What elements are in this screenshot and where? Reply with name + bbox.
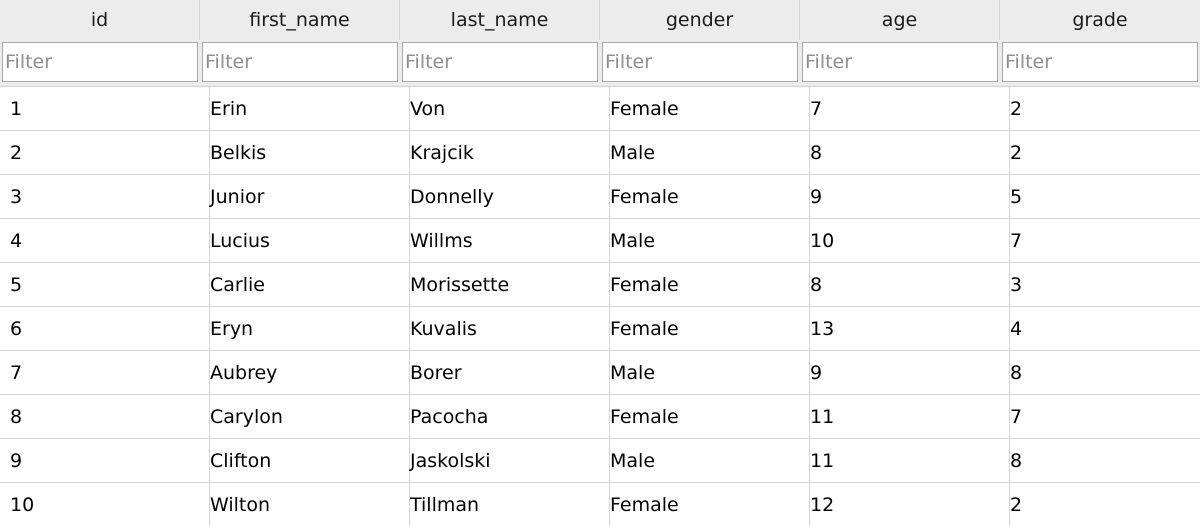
table-row[interactable]: 3 Junior Donnelly Female 9 5: [0, 175, 1200, 219]
table-row[interactable]: 8 Carylon Pacocha Female 11 7: [0, 395, 1200, 439]
cell-last-name[interactable]: Kuvalis: [400, 307, 610, 350]
cell-grade[interactable]: 2: [1010, 97, 1023, 120]
cell-gender[interactable]: Female: [600, 307, 810, 350]
cell-last-name[interactable]: Jaskolski: [400, 439, 610, 482]
cell-grade[interactable]: 4: [1010, 317, 1023, 340]
cell-grade[interactable]: 8: [1010, 361, 1023, 384]
filter-row: [0, 40, 1200, 87]
cell-last-name[interactable]: Krajcik: [400, 131, 610, 174]
table-row[interactable]: 10 Wilton Tillman Female 12 2: [0, 483, 1200, 526]
cell-grade[interactable]: 5: [1010, 185, 1023, 208]
cell-age[interactable]: 9: [800, 351, 1010, 394]
column-header-first-name[interactable]: first_name: [200, 0, 400, 40]
cell-gender[interactable]: Female: [600, 175, 810, 218]
column-header-last-name[interactable]: last_name: [400, 0, 600, 40]
cell-first-name[interactable]: Eryn: [200, 307, 410, 350]
cell-age[interactable]: 11: [800, 439, 1010, 482]
cell-id[interactable]: 9: [0, 439, 210, 482]
cell-grade[interactable]: 3: [1010, 273, 1023, 296]
table-row[interactable]: 9 Clifton Jaskolski Male 11 8: [0, 439, 1200, 483]
column-header-gender[interactable]: gender: [600, 0, 800, 40]
filter-cell-first-name: [200, 40, 400, 86]
cell-id[interactable]: 7: [0, 351, 210, 394]
cell-grade[interactable]: 7: [1010, 405, 1023, 428]
filter-cell-gender: [600, 40, 800, 86]
cell-first-name[interactable]: Aubrey: [200, 351, 410, 394]
cell-grade[interactable]: 2: [1010, 141, 1023, 164]
filter-cell-age: [800, 40, 1000, 86]
table-row[interactable]: 6 Eryn Kuvalis Female 13 4: [0, 307, 1200, 351]
cell-first-name[interactable]: Belkis: [200, 131, 410, 174]
cell-gender[interactable]: Female: [600, 395, 810, 438]
cell-first-name[interactable]: Erin: [200, 87, 410, 130]
cell-age[interactable]: 10: [800, 219, 1010, 262]
cell-grade[interactable]: 8: [1010, 449, 1023, 472]
filter-input-gender[interactable]: [602, 42, 798, 82]
table-row[interactable]: 1 Erin Von Female 7 2: [0, 87, 1200, 131]
table-row[interactable]: 5 Carlie Morissette Female 8 3: [0, 263, 1200, 307]
table-row[interactable]: 7 Aubrey Borer Male 9 8: [0, 351, 1200, 395]
table-body: 1 Erin Von Female 7 2 2 Belkis Krajcik M…: [0, 87, 1200, 526]
cell-age[interactable]: 9: [800, 175, 1010, 218]
filter-input-grade[interactable]: [1002, 42, 1198, 82]
cell-id[interactable]: 8: [0, 395, 210, 438]
cell-last-name[interactable]: Willms: [400, 219, 610, 262]
cell-first-name[interactable]: Wilton: [200, 483, 410, 526]
cell-gender[interactable]: Female: [600, 483, 810, 526]
cell-age[interactable]: 8: [800, 263, 1010, 306]
cell-last-name[interactable]: Borer: [400, 351, 610, 394]
filter-cell-last-name: [400, 40, 600, 86]
filter-input-first-name[interactable]: [202, 42, 398, 82]
cell-gender[interactable]: Female: [600, 87, 810, 130]
cell-last-name[interactable]: Tillman: [400, 483, 610, 526]
cell-age[interactable]: 11: [800, 395, 1010, 438]
column-header-grade[interactable]: grade: [1072, 9, 1128, 31]
column-header-age[interactable]: age: [800, 0, 1000, 40]
cell-last-name[interactable]: Pacocha: [400, 395, 610, 438]
cell-last-name[interactable]: Morissette: [400, 263, 610, 306]
cell-gender[interactable]: Female: [600, 263, 810, 306]
cell-gender[interactable]: Male: [600, 219, 810, 262]
cell-last-name[interactable]: Donnelly: [400, 175, 610, 218]
cell-grade[interactable]: 7: [1010, 229, 1023, 252]
cell-id[interactable]: 4: [0, 219, 210, 262]
filter-cell-grade: [1000, 40, 1200, 86]
cell-id[interactable]: 1: [0, 87, 210, 130]
cell-age[interactable]: 13: [800, 307, 1010, 350]
cell-first-name[interactable]: Carylon: [200, 395, 410, 438]
cell-id[interactable]: 2: [0, 131, 210, 174]
column-header-row: id first_name last_name gender age grade: [0, 0, 1200, 40]
filter-cell-id: [0, 40, 200, 86]
cell-id[interactable]: 5: [0, 263, 210, 306]
cell-id[interactable]: 10: [0, 483, 210, 526]
cell-last-name[interactable]: Von: [400, 87, 610, 130]
cell-gender[interactable]: Male: [600, 439, 810, 482]
cell-age[interactable]: 7: [800, 87, 1010, 130]
cell-id[interactable]: 3: [0, 175, 210, 218]
cell-age[interactable]: 12: [800, 483, 1010, 526]
table-row[interactable]: 4 Lucius Willms Male 10 7: [0, 219, 1200, 263]
cell-first-name[interactable]: Carlie: [200, 263, 410, 306]
filter-input-age[interactable]: [802, 42, 998, 82]
cell-age[interactable]: 8: [800, 131, 1010, 174]
cell-grade[interactable]: 2: [1010, 493, 1023, 516]
column-header-id[interactable]: id: [0, 0, 200, 40]
filter-input-last-name[interactable]: [402, 42, 598, 82]
cell-first-name[interactable]: Junior: [200, 175, 410, 218]
cell-first-name[interactable]: Clifton: [200, 439, 410, 482]
cell-first-name[interactable]: Lucius: [200, 219, 410, 262]
cell-gender[interactable]: Male: [600, 131, 810, 174]
filter-input-id[interactable]: [2, 42, 198, 82]
table-row[interactable]: 2 Belkis Krajcik Male 8 2: [0, 131, 1200, 175]
cell-id[interactable]: 6: [0, 307, 210, 350]
cell-gender[interactable]: Male: [600, 351, 810, 394]
